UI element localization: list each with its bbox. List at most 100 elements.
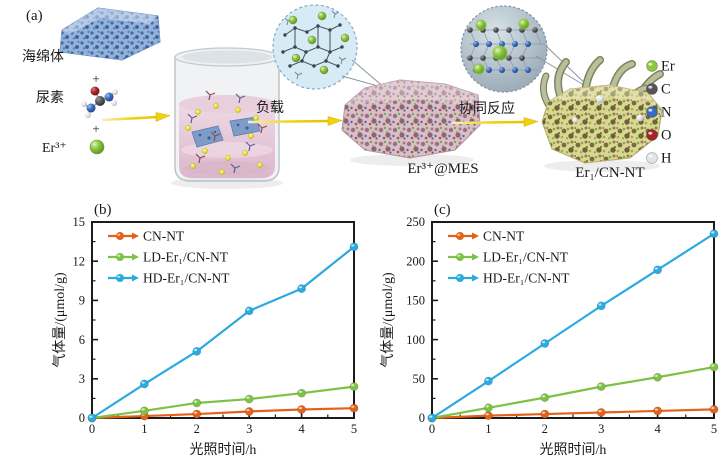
data-point (297, 284, 306, 294)
legend-label: LD-Er₁/CN-NT (483, 250, 569, 265)
step-load-label: 负载 (256, 100, 284, 116)
y-tick-label: 200 (406, 254, 425, 268)
x-axis-label: 光照时间/h (190, 442, 257, 458)
data-point (540, 393, 550, 403)
data-point (349, 403, 359, 413)
legend-arrow-marker (472, 253, 479, 261)
panel-label: (b) (94, 202, 112, 218)
data-point (244, 394, 254, 404)
data-point-gloss (246, 308, 250, 311)
atom-legend-label: O (661, 128, 671, 144)
legend-arrow-marker (132, 232, 139, 240)
atom-legend-label: N (661, 105, 672, 121)
beaker-image (171, 47, 283, 189)
y-tick-label: 12 (73, 254, 86, 268)
legend-bead-gloss (117, 275, 121, 278)
y-tick-label: 6 (79, 333, 85, 347)
plus-sign-2: + (92, 121, 99, 136)
data-point-gloss (654, 267, 658, 270)
data-point (653, 372, 662, 382)
reactant-urea-label: 尿素 (36, 90, 64, 106)
data-point (192, 398, 202, 408)
x-tick-label: 3 (246, 422, 252, 436)
x-tick-label: 1 (141, 422, 147, 436)
data-point-gloss (598, 384, 602, 387)
data-point (484, 376, 493, 386)
legend-bead-gloss (457, 275, 461, 278)
data-point-gloss (542, 341, 546, 344)
x-tick-label: 3 (598, 422, 604, 436)
data-point-gloss (598, 410, 602, 413)
legend-label: HD-Er₁/CN-NT (483, 271, 570, 286)
atom-legend-entry: O (646, 128, 671, 144)
y-tick-label: 150 (406, 294, 425, 308)
data-point (192, 409, 202, 419)
atom-legend-ball (646, 106, 658, 118)
data-point (140, 406, 149, 416)
y-axis-label: 气体量/(μmol/g) (52, 272, 68, 368)
y-tick-label: 50 (413, 372, 426, 386)
sponge-image (59, 7, 161, 61)
data-point (427, 413, 437, 423)
panel-label: (c) (434, 202, 451, 218)
data-point-gloss (711, 231, 715, 234)
data-point (540, 409, 550, 419)
series-line (431, 408, 715, 420)
series-line (91, 245, 355, 419)
series-line (91, 385, 355, 420)
atom-legend-entry: Er (646, 59, 675, 75)
panel-a-label: (a) (26, 8, 43, 24)
y-tick-label: 3 (79, 372, 85, 386)
data-point (653, 406, 662, 416)
legend-arrow-marker (472, 274, 479, 282)
data-point-gloss (654, 408, 658, 411)
plus-sign-1: + (92, 71, 99, 86)
data-point-gloss (141, 408, 145, 411)
data-point (709, 404, 719, 414)
legend-bead-gloss (117, 254, 121, 257)
atom-legend-ball-gloss (648, 62, 653, 66)
x-tick-label: 4 (298, 422, 305, 436)
x-tick-label: 0 (89, 422, 95, 436)
inset-atomic-lattice (460, 5, 593, 93)
legend-label: LD-Er₁/CN-NT (143, 250, 229, 265)
data-point-gloss (298, 407, 302, 410)
x-tick-label: 0 (429, 422, 435, 436)
data-point-gloss (194, 400, 198, 403)
data-point-gloss (194, 348, 198, 352)
y-tick-label: 0 (79, 411, 85, 425)
chart-panel-c: 0 1 2 3 4 5050100150200250光照时间/h气体量/(μmol/g)(… (380, 202, 719, 458)
atom-legend-ball-gloss (648, 131, 653, 135)
data-point-gloss (351, 384, 355, 387)
data-point-gloss (485, 405, 489, 408)
data-point (297, 405, 306, 414)
y-tick-label: 9 (79, 294, 85, 308)
legend-bead-gloss (457, 233, 461, 236)
data-point (349, 382, 359, 392)
chart-panel-b: 0 1 2 3 4 503691215光照时间/h气体量/(μmol/g)(b)CN-NT… (52, 202, 359, 458)
atom-legend-ball (646, 129, 658, 141)
product-final-label: Er₁/CN-NT (575, 165, 644, 181)
data-point (349, 242, 359, 252)
mes-sponge-image (341, 79, 481, 166)
legend-arrow-marker (132, 274, 139, 282)
data-point (484, 411, 493, 421)
atom-legend-ball-gloss (648, 154, 653, 158)
data-point (596, 301, 606, 311)
reactant-sponge-label: 海绵体 (22, 48, 64, 65)
series-line (91, 407, 355, 420)
step-synergy-label: 协同反应 (459, 100, 515, 117)
legend-arrow-marker (132, 253, 139, 261)
atom-legend-ball-gloss (648, 85, 653, 89)
data-point (140, 379, 149, 389)
atom-legend-ball-gloss (648, 108, 653, 112)
legend-bead-marker (456, 274, 464, 282)
atom-legend-label: H (661, 151, 672, 167)
y-tick-label: 100 (406, 333, 425, 347)
atom-legend-entry: C (646, 82, 671, 98)
x-tick-label: 2 (194, 422, 200, 436)
atom-legend-ball (646, 152, 658, 164)
legend-bead-marker (116, 232, 124, 240)
y-tick-label: 15 (73, 215, 86, 229)
